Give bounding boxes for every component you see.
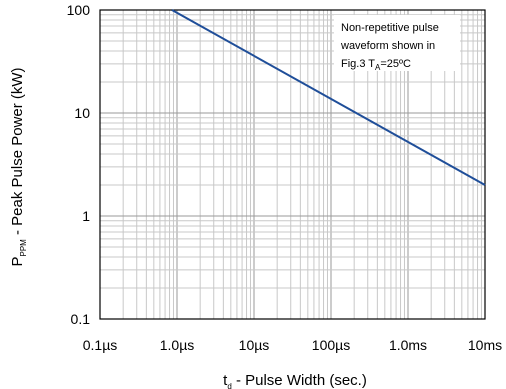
- y-tick-label: 10: [74, 105, 90, 121]
- x-tick-labels: 0.1µs 1.0µs 10µs 100µs 1.0ms 10ms: [83, 337, 502, 353]
- x-tick-label: 100µs: [312, 337, 350, 353]
- series-line: [171, 9, 486, 186]
- y-axis-title-sub: PPM: [19, 239, 28, 257]
- annotation-line-3-prefix: Fig.3 T: [341, 58, 375, 70]
- annotation-line-3-suffix: =25ºC: [380, 58, 411, 70]
- y-tick-label: 100: [67, 2, 91, 18]
- annotation-line-2: waveform shown in: [340, 40, 435, 52]
- x-axis-title-sub: d: [227, 382, 231, 389]
- y-axis-title-main: P: [9, 257, 26, 267]
- y-axis-title-rest: - Peak Pulse Power (kW): [9, 67, 26, 239]
- y-tick-label: 0.1: [71, 311, 91, 327]
- x-tick-label: 1.0ms: [389, 337, 427, 353]
- annotation-box: Non-repetitive pulse waveform shown in F…: [334, 15, 460, 72]
- x-tick-label: 0.1µs: [83, 337, 118, 353]
- annotation-background: [334, 15, 460, 71]
- x-tick-label: 10ms: [468, 337, 502, 353]
- plot-frame: [99, 9, 486, 320]
- annotation-line-3: Fig.3 TA=25ºC: [341, 58, 411, 72]
- grid-lines: [99, 10, 485, 320]
- x-tick-label: 1.0µs: [160, 337, 195, 353]
- x-axis-title-rest: - Pulse Width (sec.): [232, 372, 367, 389]
- x-tick-label: 10µs: [239, 337, 270, 353]
- annotation-line-1: Non-repetitive pulse: [341, 22, 439, 34]
- y-tick-label: 1: [82, 208, 90, 224]
- x-axis-title-main: t: [223, 372, 228, 389]
- y-axis-title: PPPM - Peak Pulse Power (kW): [9, 67, 28, 266]
- annotation-line-3-sub: A: [375, 63, 381, 72]
- x-axis-title: td - Pulse Width (sec.): [223, 372, 367, 389]
- y-tick-labels: 0.1 1 10 100: [67, 2, 91, 327]
